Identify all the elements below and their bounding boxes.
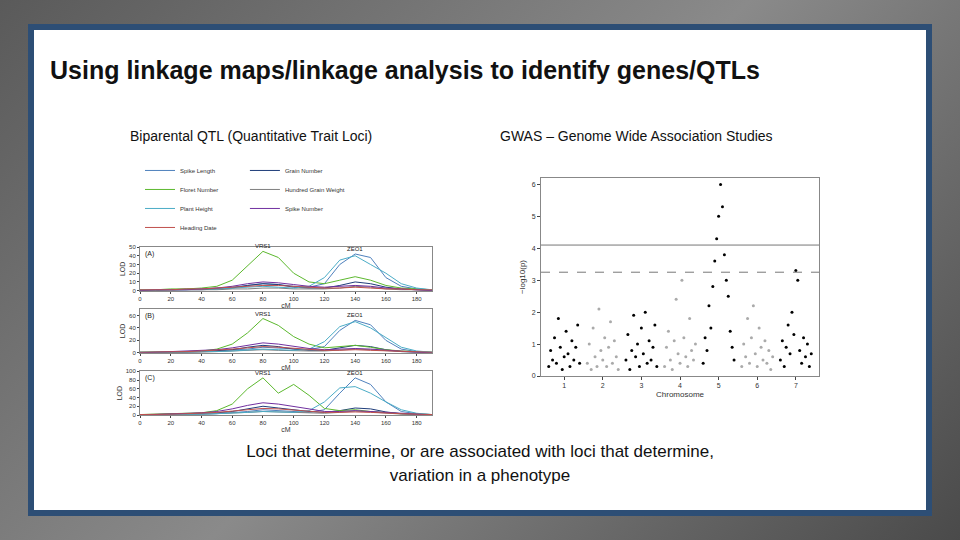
svg-text:20: 20 <box>167 358 174 364</box>
svg-text:ZEO1: ZEO1 <box>347 246 363 252</box>
svg-text:100: 100 <box>289 296 300 302</box>
svg-text:0: 0 <box>132 288 136 294</box>
svg-text:cM: cM <box>281 302 291 309</box>
svg-text:0: 0 <box>132 412 136 418</box>
svg-text:80: 80 <box>260 296 267 302</box>
svg-text:100: 100 <box>289 420 300 426</box>
svg-text:80: 80 <box>129 377 136 383</box>
svg-text:ZEO1: ZEO1 <box>347 370 363 376</box>
svg-text:40: 40 <box>129 395 136 401</box>
svg-text:20: 20 <box>167 420 174 426</box>
svg-text:140: 140 <box>350 296 361 302</box>
svg-text:Plant Height: Plant Height <box>180 206 213 212</box>
svg-text:40: 40 <box>129 325 136 331</box>
svg-text:Hundred Grain Weight: Hundred Grain Weight <box>285 187 345 193</box>
svg-text:(A): (A) <box>145 250 154 258</box>
svg-text:80: 80 <box>260 420 267 426</box>
svg-text:0: 0 <box>132 350 136 356</box>
svg-text:20: 20 <box>129 403 136 409</box>
svg-text:160: 160 <box>381 358 392 364</box>
svg-text:20: 20 <box>129 337 136 343</box>
svg-text:VRS1: VRS1 <box>255 311 271 317</box>
html-text:GWAS – Genome Wide Association: GWAS – Genome Wide Association Studies <box>500 128 773 144</box>
svg-text:5: 5 <box>717 382 721 389</box>
svg-text:0: 0 <box>532 372 536 379</box>
svg-text:30: 30 <box>129 262 136 268</box>
svg-text:(C): (C) <box>145 374 155 382</box>
svg-text:0: 0 <box>138 420 142 426</box>
svg-text:1: 1 <box>532 341 536 348</box>
svg-text:Heading Date: Heading Date <box>180 225 217 231</box>
svg-text:60: 60 <box>229 296 236 302</box>
svg-text:2: 2 <box>601 382 605 389</box>
svg-text:60: 60 <box>129 386 136 392</box>
svg-text:5: 5 <box>532 213 536 220</box>
svg-text:LOD: LOD <box>116 386 123 400</box>
svg-text:1: 1 <box>562 382 566 389</box>
svg-text:7: 7 <box>794 382 798 389</box>
svg-text:10: 10 <box>129 279 136 285</box>
svg-text:2: 2 <box>532 309 536 316</box>
svg-text:60: 60 <box>229 420 236 426</box>
svg-text:80: 80 <box>260 358 267 364</box>
svg-text:100: 100 <box>289 358 300 364</box>
svg-text:20: 20 <box>129 270 136 276</box>
svg-text:40: 40 <box>198 358 205 364</box>
svg-text:140: 140 <box>350 420 361 426</box>
svg-text:40: 40 <box>129 253 136 259</box>
html-text:Using linkage maps/linkage ana: Using linkage maps/linkage analysis to i… <box>50 56 760 84</box>
svg-text:LOD: LOD <box>119 262 126 276</box>
svg-text:ZEO1: ZEO1 <box>347 312 363 318</box>
svg-text:120: 120 <box>319 420 330 426</box>
svg-text:VRS1: VRS1 <box>255 370 271 376</box>
svg-text:LOD: LOD <box>119 324 126 338</box>
svg-text:0: 0 <box>138 296 142 302</box>
svg-text:cM: cM <box>281 364 291 371</box>
svg-text:180: 180 <box>412 358 423 364</box>
svg-text:0: 0 <box>138 358 142 364</box>
svg-text:6: 6 <box>755 382 759 389</box>
svg-text:160: 160 <box>381 420 392 426</box>
svg-text:Chromosome: Chromosome <box>656 390 705 399</box>
svg-text:6: 6 <box>532 181 536 188</box>
html-text:Loci that determine, or are as: Loci that determine, or are associated w… <box>246 442 714 461</box>
svg-text:100: 100 <box>126 368 137 374</box>
html-text:variation in a phenotype: variation in a phenotype <box>389 466 571 485</box>
svg-text:50: 50 <box>129 244 136 250</box>
svg-text:Spike Number: Spike Number <box>285 206 323 212</box>
svg-text:40: 40 <box>198 420 205 426</box>
svg-text:(B): (B) <box>145 312 154 320</box>
svg-text:120: 120 <box>319 358 330 364</box>
svg-text:−log10(p): −log10(p) <box>518 260 527 294</box>
svg-text:VRS1: VRS1 <box>255 243 271 249</box>
svg-text:60: 60 <box>229 358 236 364</box>
svg-text:3: 3 <box>532 277 536 284</box>
svg-text:Floret Number: Floret Number <box>180 187 218 193</box>
svg-text:180: 180 <box>412 420 423 426</box>
svg-text:Grain Number: Grain Number <box>285 168 323 174</box>
svg-text:4: 4 <box>678 382 682 389</box>
svg-text:160: 160 <box>381 296 392 302</box>
svg-text:3: 3 <box>639 382 643 389</box>
svg-text:Spike Length: Spike Length <box>180 168 215 174</box>
svg-text:4: 4 <box>532 245 536 252</box>
svg-text:140: 140 <box>350 358 361 364</box>
html-text:Biparental QTL (Quantitative T: Biparental QTL (Quantitative Trait Loci) <box>130 128 373 144</box>
svg-text:60: 60 <box>129 313 136 319</box>
svg-text:180: 180 <box>412 296 423 302</box>
svg-text:cM: cM <box>281 426 291 433</box>
svg-text:40: 40 <box>198 296 205 302</box>
svg-text:120: 120 <box>319 296 330 302</box>
svg-text:20: 20 <box>167 296 174 302</box>
